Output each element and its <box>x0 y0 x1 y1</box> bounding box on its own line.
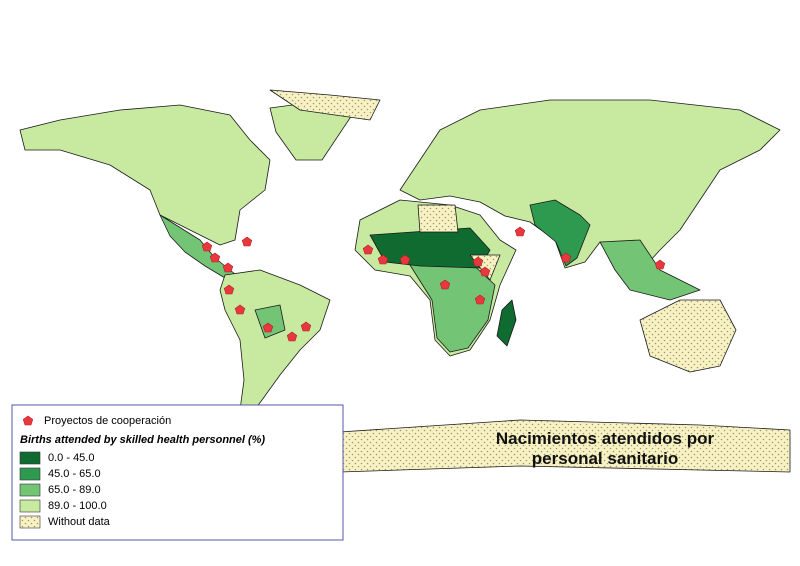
legend-label: 45.0 - 65.0 <box>48 468 101 480</box>
project-point <box>241 236 253 247</box>
legend-points-label: Proyectos de cooperación <box>44 415 171 427</box>
title-line: Nacimientos atendidos por <box>496 429 715 448</box>
south-asia <box>529 199 591 267</box>
eurasia <box>399 99 781 273</box>
bolivia <box>254 304 286 339</box>
madagascar <box>496 299 517 347</box>
legend-label: 0.0 - 45.0 <box>48 452 94 464</box>
legend-label: 89.0 - 100.0 <box>48 500 107 512</box>
project-point <box>201 241 213 252</box>
sahara-no-data <box>417 204 459 233</box>
project-point <box>222 262 234 273</box>
canada-arctic <box>269 89 381 121</box>
map-title: Nacimientos atendidos por personal sanit… <box>496 429 715 468</box>
legend-box <box>11 404 344 541</box>
legend-swatch <box>19 483 41 497</box>
legend-swatch <box>19 515 41 529</box>
legend-swatch <box>19 451 41 465</box>
legend-heading: Births attended by skilled health person… <box>20 434 265 446</box>
project-point <box>654 259 666 270</box>
legend-swatch <box>19 499 41 513</box>
south-america <box>219 269 331 421</box>
legend-label: 65.0 - 89.0 <box>48 484 101 496</box>
australia <box>639 299 737 373</box>
legend-items: 0.0 - 45.0 45.0 - 65.0 65.0 - 89.0 89.0 - 1… <box>19 451 111 529</box>
legend-label: Without data <box>48 516 111 528</box>
project-point <box>514 226 526 237</box>
legend-swatch <box>19 467 41 481</box>
antarctica <box>339 419 791 473</box>
sub-saharan-africa <box>409 261 496 353</box>
legend: Proyectos de cooperación Births attended… <box>11 404 344 541</box>
title-line: personal sanitario <box>532 449 678 468</box>
land-masses <box>19 89 791 473</box>
southeast-asia <box>599 239 701 301</box>
north-america <box>19 104 271 246</box>
sahel <box>369 227 491 269</box>
